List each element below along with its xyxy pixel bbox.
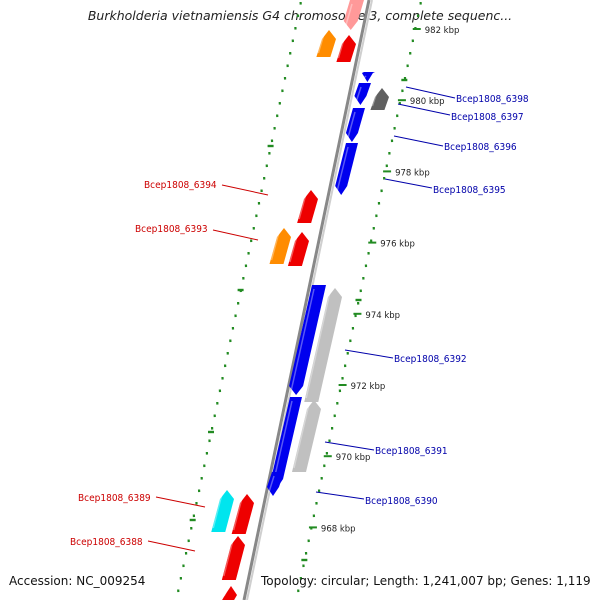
gene-red-top-highlight — [337, 38, 345, 59]
scale-tick-label: 972 kbp — [351, 382, 386, 392]
gene-label-leader — [324, 441, 375, 451]
gene-Bcep1808_6394-highlight — [298, 193, 307, 220]
gene-dark-grey-highlight — [371, 91, 378, 107]
gene-label-leader — [315, 491, 365, 500]
gene-label: Bcep1808_6394 — [144, 180, 217, 191]
gene-Bcep1808_6391 — [271, 397, 302, 488]
gene-label: Bcep1808_6397 — [451, 112, 524, 123]
gene-Bcep1808_6390 — [267, 472, 284, 496]
scale-tick-label: 976 kbp — [380, 240, 415, 250]
gene-label-leader — [155, 496, 206, 508]
gene-Bcep1808_6398 — [361, 72, 375, 82]
gene-Bcep1808_6396-highlight — [347, 111, 356, 139]
backbone-line — [242, 0, 371, 600]
gene-label: Bcep1808_6390 — [365, 496, 438, 507]
scale-tick-label: 974 kbp — [365, 311, 400, 321]
gene-label: Bcep1808_6396 — [444, 142, 517, 153]
gene-Bcep1808_6393-orange — [269, 228, 291, 264]
gene-red-top — [336, 35, 356, 62]
gene-grey-6391-highlight — [293, 403, 310, 469]
gene-Bcep1808_6390-highlight — [268, 475, 275, 493]
gene-label-leader — [397, 103, 451, 116]
gene-orange-top — [316, 30, 336, 57]
map-title: Burkholderia vietnamiensis G4 chromosome… — [87, 8, 513, 23]
gene-orange-top-highlight — [317, 33, 325, 54]
gene-Bcep1808_6398-highlight — [363, 75, 367, 79]
gene-Bcep1808_6388 — [221, 536, 245, 580]
gene-Bcep1808_6394 — [297, 190, 318, 223]
gene-Bcep1808_6392 — [289, 285, 326, 395]
scale-tick-label: 982 kbp — [425, 26, 460, 36]
gene-label-leader — [221, 184, 269, 196]
gene-label: Bcep1808_6389 — [78, 493, 151, 504]
gene-Bcep1808_6389 — [231, 494, 254, 534]
gene-Bcep1808_6395-highlight — [336, 146, 349, 192]
gene-Bcep1808_6389-cyan-highlight — [212, 493, 223, 529]
gene-Bcep1808_6388-highlight — [223, 539, 234, 577]
gene-Bcep1808_6393 — [287, 232, 309, 266]
gene-dark-grey — [370, 88, 389, 110]
gene-label: Bcep1808_6393 — [135, 224, 208, 235]
gene-top-pink — [343, 0, 364, 30]
gene-Bcep1808_6395 — [335, 143, 358, 195]
gene-Bcep1808_6392-highlight — [290, 288, 315, 392]
scale-tick-label: 970 kbp — [336, 453, 371, 463]
gene-Bcep1808_6391-highlight — [272, 400, 293, 485]
gene-Bcep1808_6389-cyan — [211, 490, 234, 532]
gene-Bcep1808_6393-orange-highlight — [270, 231, 280, 261]
scale-tick-label: 978 kbp — [395, 168, 430, 178]
gene-label-leader — [212, 229, 259, 241]
accession-text: Accession: NC_009254 — [9, 574, 146, 588]
gene-label: Bcep1808_6388 — [70, 537, 143, 548]
gene-label-leader — [384, 178, 433, 189]
gene-label: Bcep1808_6392 — [394, 354, 467, 365]
gene-bottom-red — [222, 586, 237, 600]
gene-Bcep1808_6397-highlight — [355, 86, 362, 102]
gene-bottom-red-highlight — [223, 589, 228, 597]
gene-label-leader — [344, 349, 394, 359]
gene-Bcep1808_6396 — [345, 108, 365, 142]
gene-grey-6392-highlight — [305, 291, 331, 399]
gene-label-leader — [405, 86, 456, 99]
gene-grey-6391 — [292, 400, 321, 472]
gene-grey-6392 — [304, 288, 342, 402]
scale-tick-label: 968 kbp — [321, 524, 356, 534]
gene-top-pink-highlight — [345, 3, 353, 27]
gene-label: Bcep1808_6395 — [433, 185, 506, 196]
scale-tick-label: 980 kbp — [410, 97, 445, 107]
gene-Bcep1808_6393-highlight — [289, 235, 298, 263]
gene-label-leader — [147, 540, 196, 552]
topology-text: Topology: circular; Length: 1,241,007 bp… — [261, 574, 591, 588]
gene-label: Bcep1808_6391 — [375, 446, 448, 457]
gene-label: Bcep1808_6398 — [456, 94, 529, 105]
gene-Bcep1808_6397 — [354, 83, 371, 105]
gene-Bcep1808_6389-highlight — [232, 497, 243, 531]
gene-label-leader — [393, 135, 444, 147]
